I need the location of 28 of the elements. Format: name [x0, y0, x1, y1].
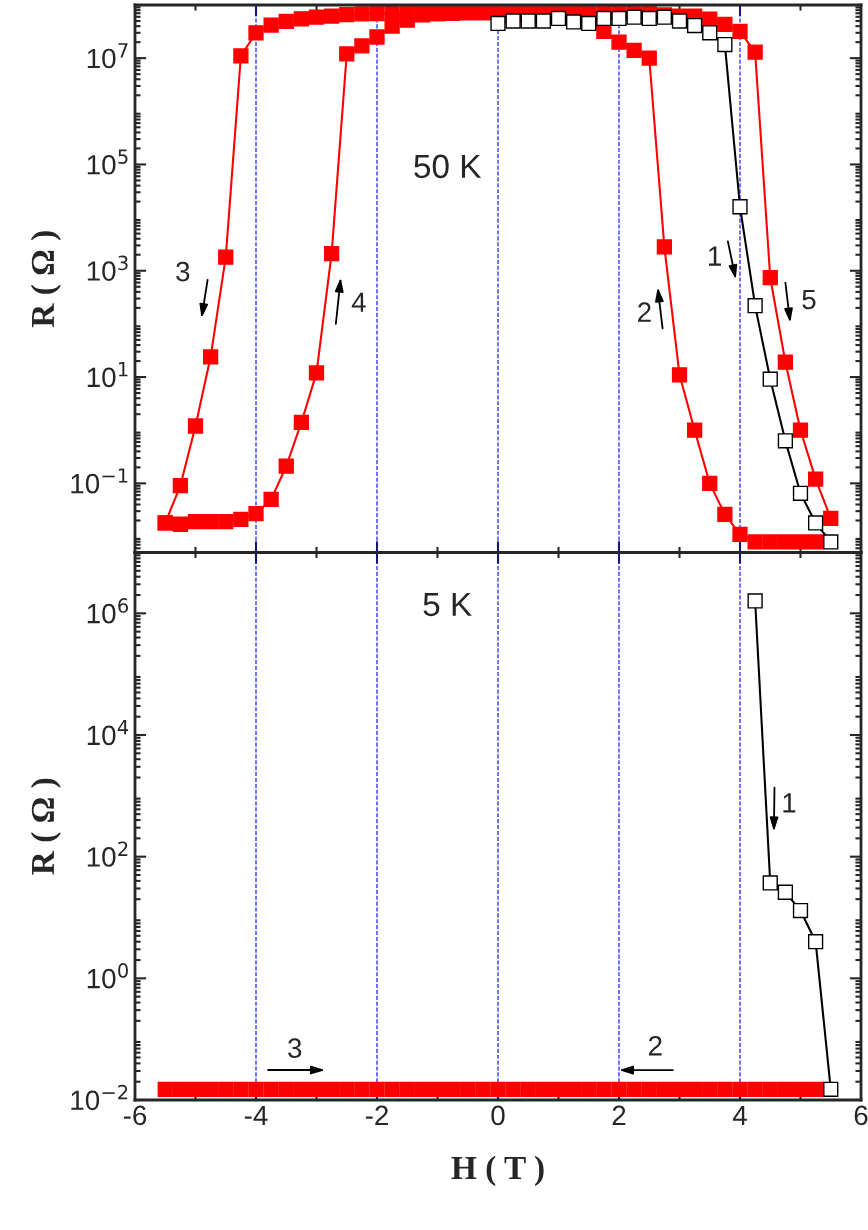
- annotation: 3: [288, 1038, 302, 1058]
- x-tick-label: 0: [491, 1105, 505, 1126]
- annotation: 3: [176, 261, 190, 282]
- annotation: 2: [638, 302, 651, 322]
- y-tick-label: 10$^{1}$: [87, 362, 128, 388]
- y-tick-label: 10$^{0}$: [87, 963, 128, 989]
- x-tick-label: 4: [732, 1105, 747, 1125]
- annotation: 5: [802, 289, 816, 310]
- y-axis-title: R ( Ω ): [30, 778, 61, 875]
- y-tick-label: 10$^{3}$: [87, 255, 128, 281]
- y-tick-label: 10$^{7}$: [87, 43, 128, 69]
- x-tick-label: -2: [365, 1105, 388, 1125]
- x-tick-label: -4: [244, 1105, 268, 1125]
- annotation: 2: [648, 1036, 662, 1056]
- x-tick-label: 6: [854, 1105, 868, 1126]
- y-axis-title: R ( Ω ): [30, 231, 61, 328]
- x-axis-title: H ( T ): [451, 1155, 544, 1186]
- y-tick-label: 10$^{2}$: [87, 841, 128, 867]
- annotation: 1: [783, 793, 796, 813]
- x-tick-label: 2: [612, 1105, 626, 1125]
- y-tick-label: 10$^{6}$: [87, 598, 128, 624]
- annotation: 1: [708, 246, 721, 266]
- y-tick-label: 10$^{−1}$: [71, 468, 128, 494]
- annotation: 5 K: [423, 592, 472, 617]
- annotation: 4: [351, 292, 366, 312]
- annotation: 50 K: [414, 154, 482, 179]
- y-tick-label: 10$^{5}$: [87, 149, 128, 175]
- y-tick-label: 10$^{4}$: [87, 720, 129, 746]
